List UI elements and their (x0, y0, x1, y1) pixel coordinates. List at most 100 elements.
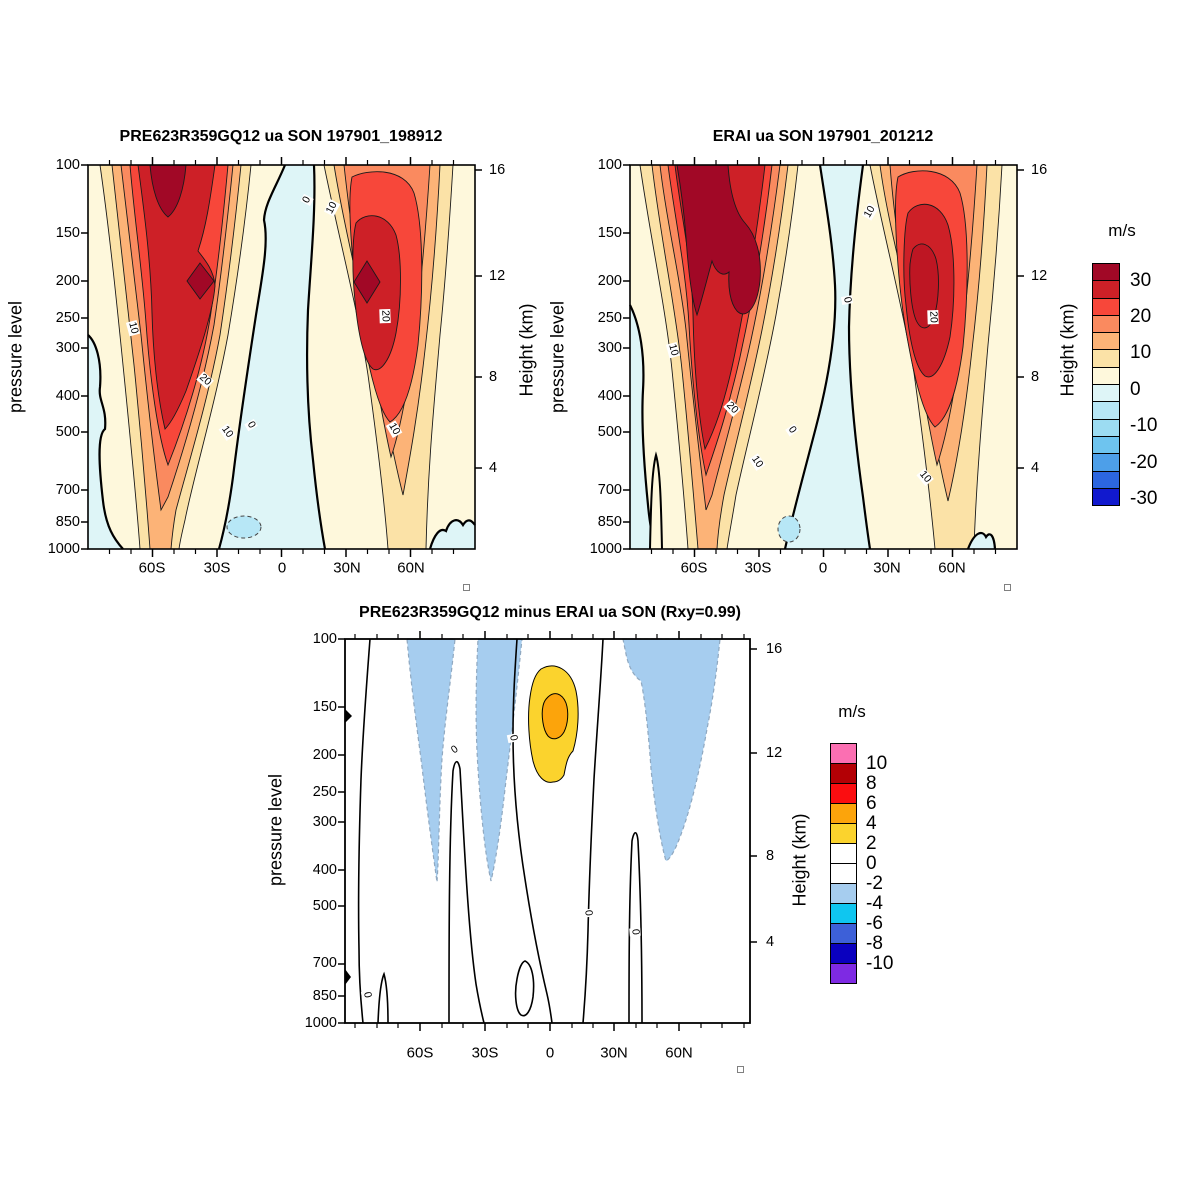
colorbar-cell (830, 843, 857, 864)
colorbar-cell (830, 823, 857, 844)
pressure-tick: 200 (55, 273, 80, 289)
pressure-tick: 500 (597, 424, 622, 440)
lat-tick: 0 (545, 1044, 555, 1062)
contour-plot-erai (623, 157, 1024, 557)
pressure-tick: 250 (55, 310, 80, 326)
pressure-tick: 700 (312, 955, 337, 971)
pressure-tick: 500 (312, 898, 337, 914)
colorbar-cell (1092, 263, 1120, 282)
pressure-tick: 1000 (304, 1015, 337, 1031)
colorbar-tick: -8 (866, 933, 883, 954)
plot-corner-marker (737, 1066, 744, 1073)
colorbar-cell (1092, 453, 1120, 472)
colorbar-tick: 0 (1130, 379, 1141, 400)
colorbar-tick: -2 (866, 873, 883, 894)
pressure-tick: 100 (597, 157, 622, 173)
colorbar-cell (1092, 418, 1120, 437)
lat-tick: 0 (818, 559, 828, 577)
plot-corner-marker (1004, 584, 1011, 591)
height-tick: 4 (1031, 460, 1040, 476)
colorbar-cell (830, 743, 857, 764)
contour-plot-model (81, 157, 482, 557)
pressure-tick: 400 (312, 862, 337, 878)
pressure-axis-label: pressure level (5, 300, 26, 414)
colorbar-cell (830, 903, 857, 924)
lat-tick: 0 (277, 559, 287, 577)
colorbar-tick: 4 (866, 813, 877, 834)
colorbar-cell (830, 943, 857, 964)
contour-plot-diff (338, 631, 757, 1031)
colorbar-cell (830, 963, 857, 984)
colorbar-cell (1092, 435, 1120, 455)
colorbar-cell (1092, 349, 1120, 368)
colorbar-tick: 10 (1130, 342, 1152, 363)
pressure-tick: 700 (55, 482, 80, 498)
colorbar-cell (830, 923, 857, 944)
lat-tick: 60N (665, 1044, 693, 1062)
contour-label: 10 (665, 341, 681, 359)
pressure-axis-label: pressure level (265, 773, 286, 887)
contour-label: 20 (379, 308, 392, 324)
pressure-tick: 1000 (47, 541, 80, 557)
colorbar-tick: -6 (866, 913, 883, 934)
lat-tick: 60S (680, 559, 708, 577)
colorbar-cell (1092, 297, 1120, 316)
pressure-tick: 1000 (589, 541, 622, 557)
colorbar-tick: -30 (1130, 488, 1158, 509)
height-axis-label: Height (km) (516, 303, 537, 397)
lat-tick: 60N (397, 559, 425, 577)
colorbar-cell (1092, 487, 1120, 507)
panel-diff-title: PRE623R359GQ12 minus ERAI ua SON (Rxy=0.… (359, 604, 741, 621)
pressure-tick: 150 (55, 225, 80, 241)
colorbar-cell (830, 883, 857, 904)
pressure-tick: 400 (55, 388, 80, 404)
pressure-tick: 200 (312, 747, 337, 763)
height-tick: 8 (1031, 369, 1040, 385)
pressure-tick: 300 (55, 340, 80, 356)
colorbar-cell (1092, 366, 1120, 386)
height-axis-label: Height (km) (1057, 303, 1078, 397)
pressure-tick: 100 (55, 157, 80, 173)
pressure-tick: 850 (312, 988, 337, 1004)
height-tick: 16 (489, 162, 506, 178)
pressure-tick: 150 (312, 699, 337, 715)
colorbar-cell (1092, 280, 1120, 299)
colorbar-cell (830, 803, 857, 824)
colorbar-units-label: m/s (838, 702, 866, 721)
height-tick: 12 (766, 745, 783, 761)
colorbar-cell (1092, 384, 1120, 403)
lat-tick: 30S (471, 1044, 499, 1062)
height-tick: 8 (489, 369, 498, 385)
contour-label: 10 (125, 319, 141, 337)
pressure-tick: 700 (597, 482, 622, 498)
pressure-tick: 300 (312, 814, 337, 830)
panel-erai-title: ERAI ua SON 197901_201212 (712, 128, 934, 145)
lat-tick: 30N (873, 559, 901, 577)
colorbar-cell (830, 763, 857, 784)
pressure-axis-label: pressure level (547, 300, 568, 414)
pressure-tick: 400 (597, 388, 622, 404)
height-tick: 12 (1031, 268, 1048, 284)
colorbar-tick: 20 (1130, 306, 1152, 327)
height-tick: 16 (1031, 162, 1048, 178)
pressure-tick: 850 (55, 514, 80, 530)
lat-tick: 30S (203, 559, 231, 577)
pressure-tick: 200 (597, 273, 622, 289)
lat-tick: 60N (938, 559, 966, 577)
pressure-tick: 300 (597, 340, 622, 356)
colorbar-cell (1092, 470, 1120, 489)
colorbar-tick: 6 (866, 793, 877, 814)
height-tick: 8 (766, 848, 775, 864)
lat-tick: 30N (600, 1044, 628, 1062)
colorbar-bottom-cells (830, 743, 857, 984)
height-tick: 4 (489, 460, 498, 476)
colorbar-cell (830, 783, 857, 804)
pressure-tick: 150 (597, 225, 622, 241)
panel-model-title: PRE623R359GQ12 ua SON 197901_198912 (119, 128, 443, 145)
colorbar-units-label: m/s (1108, 221, 1136, 240)
height-tick: 12 (489, 268, 506, 284)
colorbar-tick: 0 (866, 853, 877, 874)
height-tick: 4 (766, 934, 775, 950)
contour-label: 20 (927, 309, 940, 325)
